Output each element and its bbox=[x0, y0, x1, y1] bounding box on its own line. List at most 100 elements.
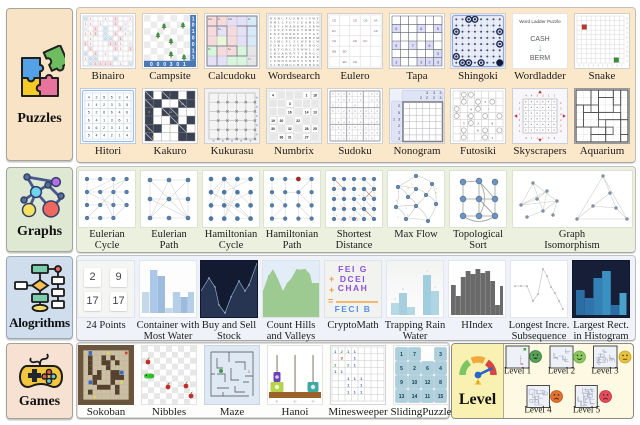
svg-text:C: C bbox=[313, 40, 315, 44]
svg-text:9: 9 bbox=[338, 98, 340, 102]
svg-text:2: 2 bbox=[343, 109, 345, 113]
svg-text:27: 27 bbox=[305, 136, 309, 140]
svg-text:K: K bbox=[293, 32, 296, 36]
svg-text:1: 1 bbox=[95, 27, 97, 31]
svg-text:CE: CE bbox=[332, 39, 336, 43]
svg-text:20: 20 bbox=[280, 119, 284, 123]
svg-text:3: 3 bbox=[484, 100, 486, 104]
svg-text:1: 1 bbox=[95, 52, 97, 56]
svg-text:6: 6 bbox=[351, 216, 353, 219]
svg-text:9: 9 bbox=[371, 131, 373, 135]
svg-text:F: F bbox=[313, 59, 315, 63]
svg-text:W: W bbox=[301, 47, 304, 51]
svg-text:C: C bbox=[282, 40, 284, 44]
svg-text:4: 4 bbox=[525, 136, 527, 140]
svg-text:R: R bbox=[278, 44, 281, 48]
svg-text:3: 3 bbox=[344, 204, 346, 207]
svg-text:B: B bbox=[282, 55, 284, 59]
svg-text:12+: 12+ bbox=[208, 17, 213, 21]
svg-text:5: 5 bbox=[377, 103, 379, 107]
svg-text:1: 1 bbox=[400, 352, 403, 358]
svg-text:1: 1 bbox=[125, 32, 127, 36]
svg-text:E: E bbox=[274, 59, 276, 63]
svg-text:4: 4 bbox=[525, 94, 527, 98]
svg-text:4: 4 bbox=[470, 107, 472, 111]
svg-text:2: 2 bbox=[341, 349, 344, 354]
svg-text:W: W bbox=[301, 24, 304, 28]
svg-text:4: 4 bbox=[343, 120, 345, 124]
svg-text:1: 1 bbox=[90, 37, 92, 41]
svg-text:0: 0 bbox=[176, 62, 179, 68]
svg-text:5: 5 bbox=[373, 187, 375, 190]
svg-text:1: 1 bbox=[347, 389, 350, 394]
svg-text:W: W bbox=[277, 59, 280, 63]
svg-text:L: L bbox=[309, 47, 311, 51]
svg-text:3: 3 bbox=[111, 126, 113, 130]
svg-text:6: 6 bbox=[354, 109, 356, 113]
svg-text:E: E bbox=[270, 32, 272, 36]
svg-text:13: 13 bbox=[399, 394, 405, 400]
svg-text:2: 2 bbox=[426, 96, 428, 100]
svg-text:I: I bbox=[274, 36, 275, 40]
svg-text:8: 8 bbox=[349, 109, 351, 113]
svg-text:DC: DC bbox=[363, 39, 367, 43]
svg-text:1: 1 bbox=[105, 52, 107, 56]
svg-text:7+: 7+ bbox=[248, 57, 251, 61]
svg-text:0: 0 bbox=[192, 23, 195, 29]
svg-text:14: 14 bbox=[412, 394, 418, 400]
svg-text:4: 4 bbox=[371, 98, 373, 102]
svg-text:0: 0 bbox=[163, 62, 166, 68]
svg-text:30: 30 bbox=[271, 127, 275, 131]
svg-text:7: 7 bbox=[354, 98, 356, 102]
svg-text:5: 5 bbox=[437, 26, 440, 31]
svg-text:N: N bbox=[270, 20, 273, 24]
svg-text:2: 2 bbox=[491, 136, 493, 140]
svg-text:AA: AA bbox=[374, 18, 378, 22]
svg-text:1: 1 bbox=[130, 17, 132, 21]
svg-text:A: A bbox=[301, 36, 304, 40]
svg-text:4: 4 bbox=[356, 217, 358, 220]
svg-text:5: 5 bbox=[365, 126, 367, 130]
svg-text:6: 6 bbox=[420, 26, 423, 31]
svg-text:8: 8 bbox=[491, 122, 493, 126]
svg-text:0: 0 bbox=[125, 22, 127, 26]
svg-text:9: 9 bbox=[332, 126, 334, 130]
svg-text:3: 3 bbox=[440, 91, 442, 95]
svg-text:28: 28 bbox=[305, 127, 309, 131]
svg-text:N: N bbox=[285, 32, 288, 36]
svg-text:B: B bbox=[301, 44, 303, 48]
svg-text:1: 1 bbox=[377, 126, 379, 130]
svg-text:G: G bbox=[313, 51, 316, 55]
svg-text:4: 4 bbox=[95, 134, 97, 138]
svg-text:6: 6 bbox=[126, 126, 128, 130]
svg-text:S: S bbox=[270, 63, 272, 67]
svg-text:CE: CE bbox=[353, 18, 357, 22]
svg-text:1: 1 bbox=[347, 349, 350, 354]
svg-text:1: 1 bbox=[110, 62, 112, 66]
svg-text:R: R bbox=[313, 24, 316, 28]
svg-text:!: ! bbox=[477, 380, 479, 385]
svg-text:P: P bbox=[282, 28, 284, 32]
svg-text:6: 6 bbox=[365, 114, 367, 118]
svg-text:7: 7 bbox=[413, 352, 416, 358]
svg-text:3: 3 bbox=[477, 122, 479, 126]
svg-text:2: 2 bbox=[367, 195, 369, 198]
svg-text:Y: Y bbox=[309, 32, 312, 36]
svg-text:36: 36 bbox=[280, 136, 284, 140]
svg-text:I: I bbox=[282, 24, 283, 28]
svg-text:CE: CE bbox=[332, 18, 336, 22]
svg-text:3: 3 bbox=[354, 114, 356, 118]
svg-text:6: 6 bbox=[88, 118, 90, 122]
svg-text:2: 2 bbox=[343, 114, 345, 118]
svg-text:1: 1 bbox=[354, 349, 357, 354]
svg-text:3: 3 bbox=[593, 65, 595, 68]
svg-text:S: S bbox=[293, 55, 295, 59]
svg-text:0: 0 bbox=[150, 62, 153, 68]
svg-text:5: 5 bbox=[395, 26, 398, 31]
svg-text:6: 6 bbox=[374, 195, 376, 198]
svg-text:2: 2 bbox=[627, 27, 629, 30]
svg-text:R: R bbox=[270, 17, 273, 21]
svg-text:R: R bbox=[305, 28, 308, 32]
svg-text:19: 19 bbox=[271, 119, 275, 123]
svg-text:1: 1 bbox=[85, 57, 87, 61]
